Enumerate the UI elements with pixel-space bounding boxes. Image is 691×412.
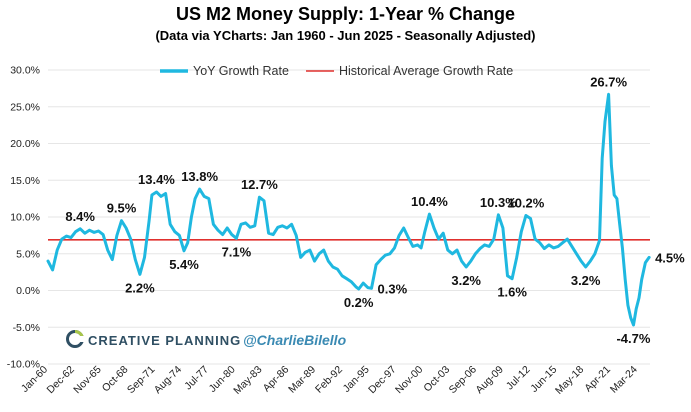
legend: YoY Growth Rate Historical Average Growt… [160,64,513,78]
y-tick-label: 5.0% [16,248,40,260]
y-tick-label: -5.0% [13,322,40,334]
x-tick-label: Jul-12 [504,364,533,393]
x-tick-label: Feb-92 [313,364,345,396]
x-tick-label: Apr-21 [582,364,613,395]
x-axis-ticks: Jan-60Dec-62Nov-65Oct-68Sep-71Aug-74Jul-… [19,364,640,397]
data-label: 10.2% [507,196,544,211]
data-label: 13.4% [138,172,175,187]
data-label: 8.4% [65,209,95,224]
data-label: 3.2% [571,273,601,288]
branding: CREATIVE PLANNING @CharlieBilello [66,330,347,348]
x-tick-label: Aug-09 [473,364,506,397]
brand-logo-text: CREATIVE PLANNING [88,333,241,348]
x-tick-label: Nov-00 [393,364,426,397]
x-tick-label: May-18 [553,364,586,397]
series-line [46,92,651,327]
x-tick-label: Jan-95 [341,364,372,395]
data-label: 13.8% [181,169,218,184]
y-tick-label: 15.0% [10,175,40,187]
chart-subtitle: (Data via YCharts: Jan 1960 - Jun 2025 -… [155,28,536,43]
x-tick-label: May-83 [231,364,264,397]
chart-title: US M2 Money Supply: 1-Year % Change [175,4,516,24]
data-label: 4.5% [655,250,685,265]
y-tick-label: 25.0% [10,101,40,113]
yoy-growth-line [46,92,651,327]
gridlines [48,69,650,365]
data-label: 7.1% [222,244,252,259]
x-tick-label: Nov-65 [71,364,104,397]
data-label: 5.4% [169,257,199,272]
y-tick-label: 10.0% [10,212,40,224]
y-axis-ticks: -10.0% -5.0% 0.0% 5.0% 10.0% 15.0% 20.0% 25.0% 3… [7,65,40,371]
x-tick-label: Apr-86 [261,364,292,395]
y-tick-label: -10.0% [7,359,40,371]
x-tick-label: Sep-06 [447,364,480,397]
x-tick-label: Dec-97 [366,364,399,397]
data-label: 0.2% [344,295,374,310]
data-label: 10.4% [411,194,448,209]
brand-handle: @CharlieBilello [243,332,347,348]
x-tick-label: Dec-62 [45,364,78,397]
y-tick-label: 30.0% [10,65,40,77]
data-label: 2.2% [125,280,155,295]
creative-planning-logo-icon [66,330,84,348]
x-tick-label: Sep-71 [125,364,158,397]
data-label: 12.7% [241,177,278,192]
x-tick-label: Jul-77 [182,364,211,393]
x-tick-label: Mar-24 [608,364,640,396]
data-label: -4.7% [616,331,650,346]
legend-label-average: Historical Average Growth Rate [339,64,513,78]
data-label: 9.5% [107,201,137,216]
data-label: 26.7% [590,74,627,89]
data-label: 0.3% [378,281,408,296]
data-label: 10.3% [480,195,517,210]
y-tick-label: 0.0% [16,285,40,297]
x-tick-label: Aug-74 [152,364,185,397]
data-label: 3.2% [451,273,481,288]
legend-label-yoy: YoY Growth Rate [193,64,289,78]
annotations: 8.4% 9.5% 2.2% 13.4% 13.8% 5.4% 7.1% 12.7% 0.2% 0… [65,74,685,346]
data-label: 1.6% [497,285,527,300]
y-tick-label: 20.0% [10,138,40,150]
x-tick-label: Mar-89 [286,364,318,396]
